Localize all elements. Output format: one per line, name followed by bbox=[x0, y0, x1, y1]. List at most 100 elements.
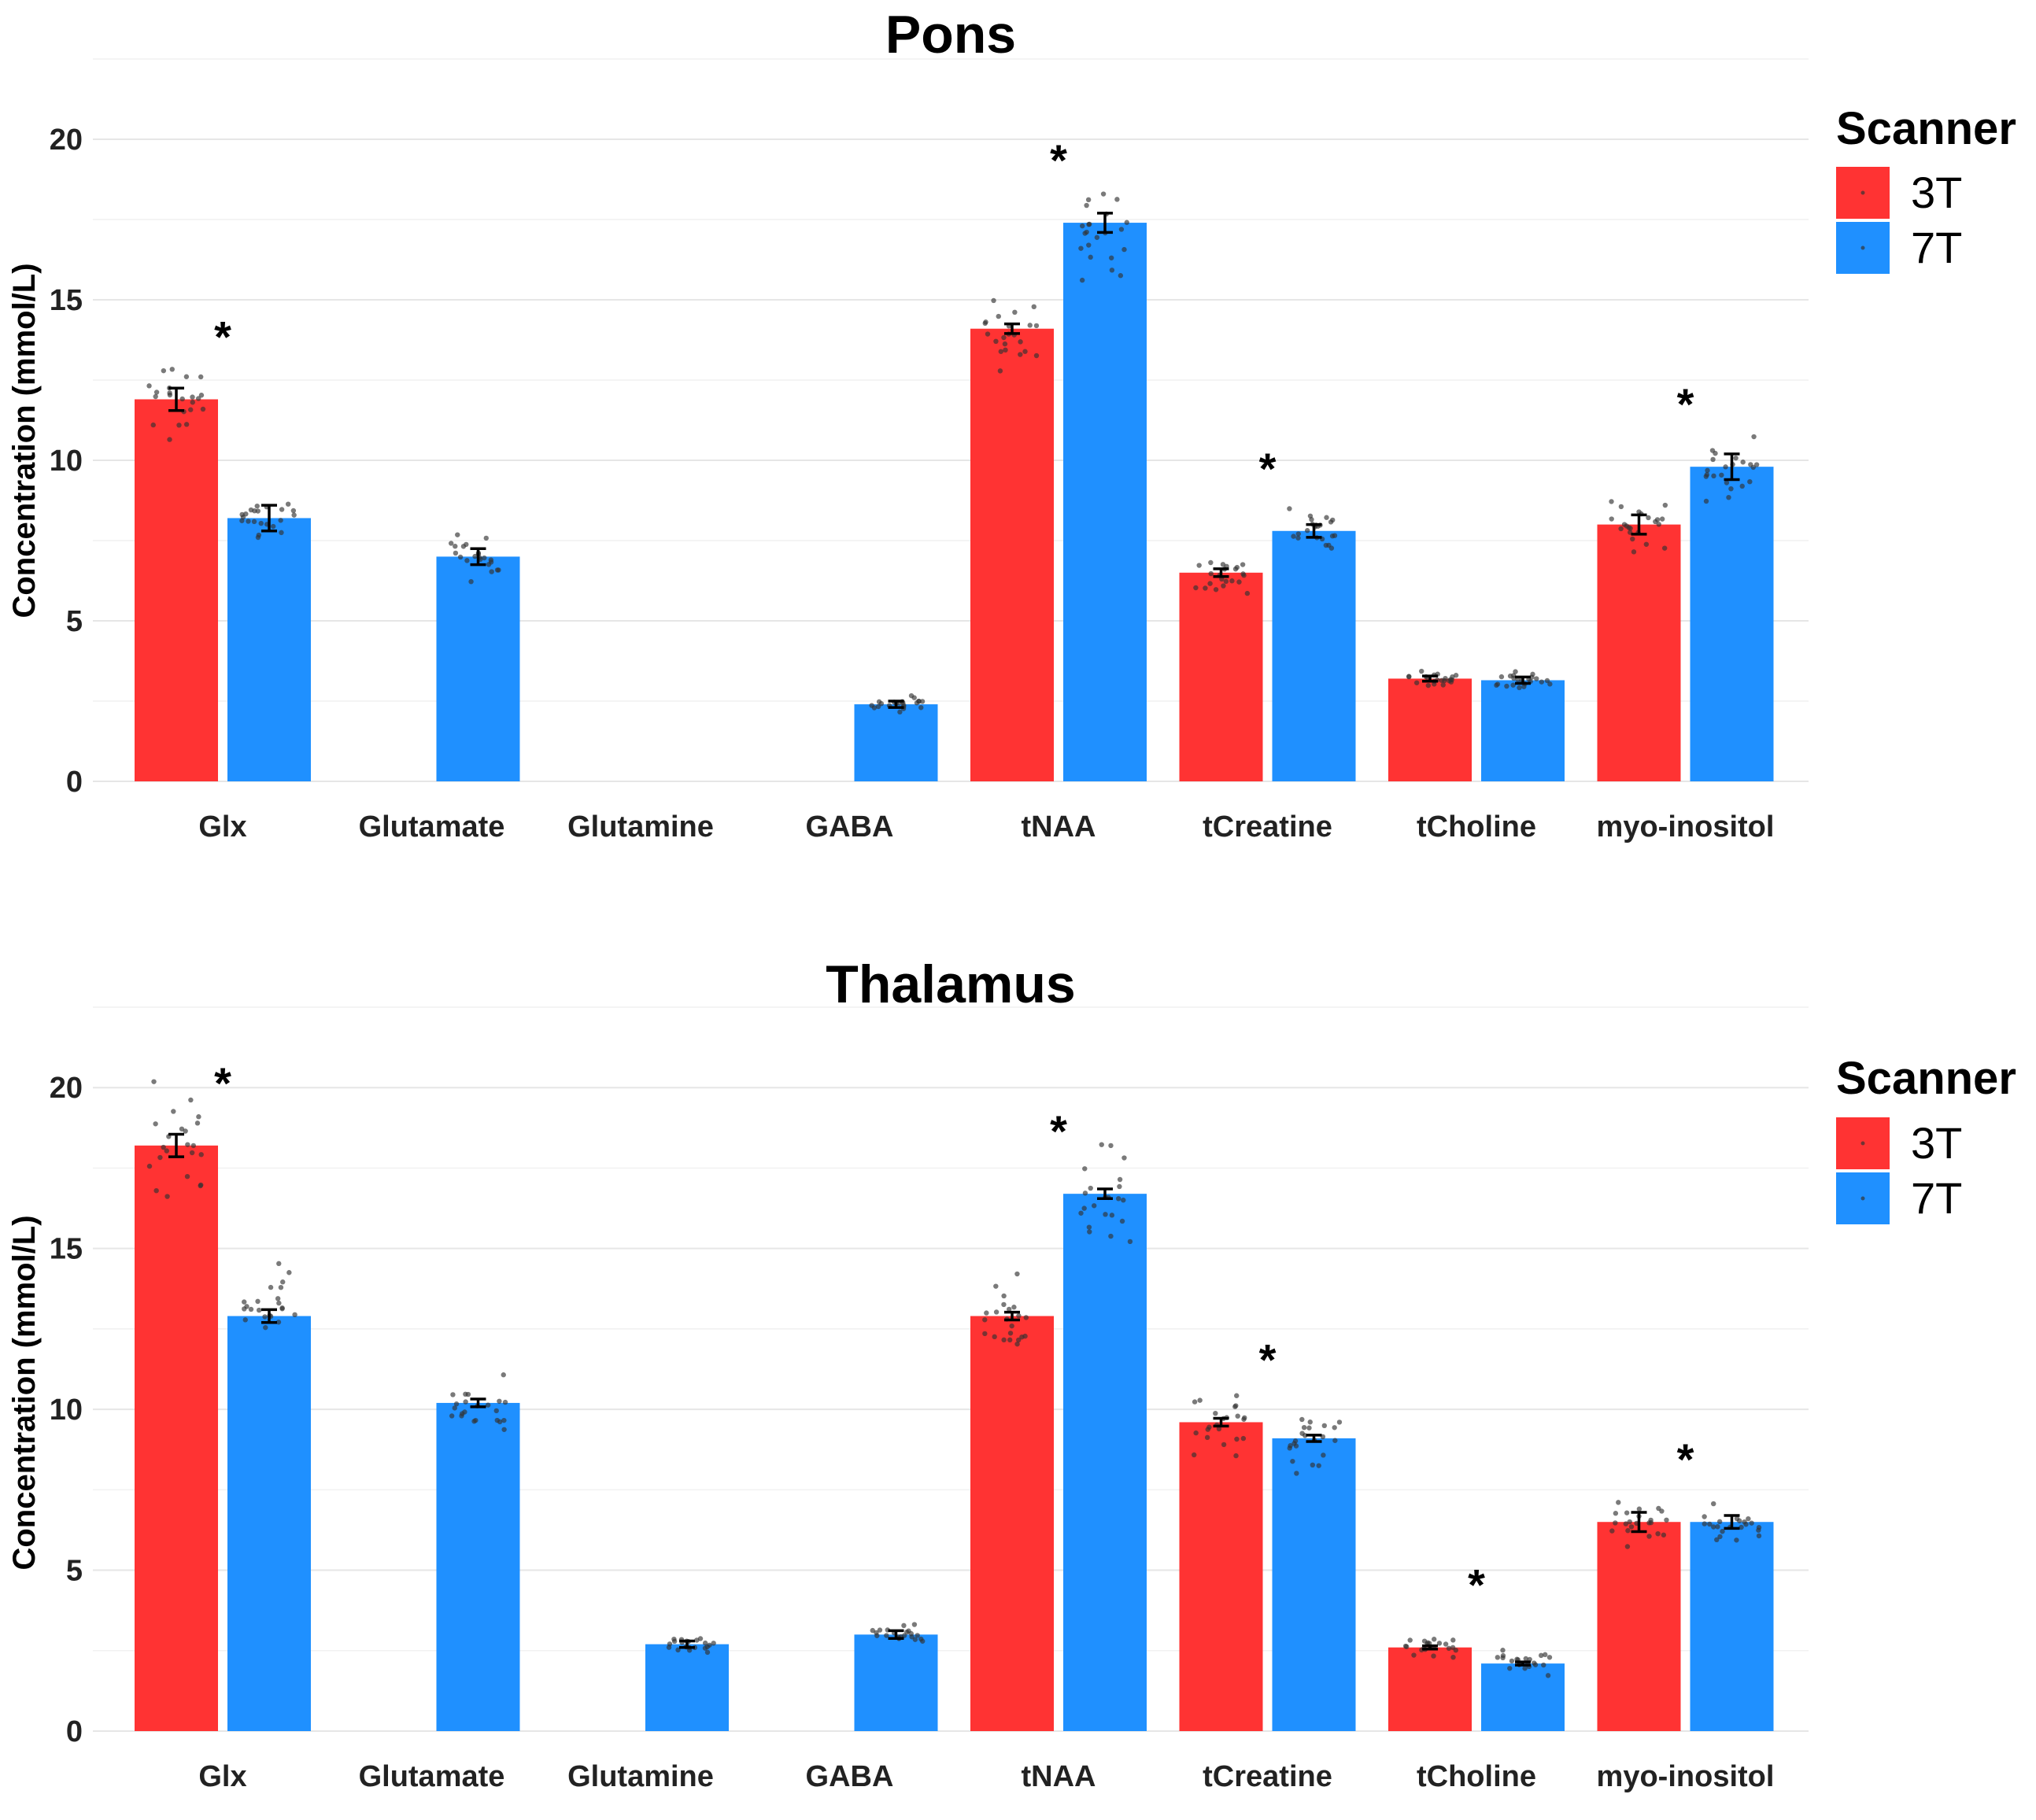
data-point bbox=[1703, 498, 1709, 504]
data-point bbox=[1714, 1537, 1720, 1543]
data-point bbox=[1294, 1471, 1299, 1476]
data-point bbox=[239, 518, 245, 523]
data-point bbox=[493, 1408, 499, 1414]
bar-7t-myo-inositol bbox=[1690, 467, 1774, 781]
data-point bbox=[1084, 202, 1089, 209]
data-point bbox=[1406, 674, 1412, 680]
data-point bbox=[1332, 1425, 1337, 1431]
points-7t-gaba bbox=[869, 692, 926, 715]
data-point bbox=[878, 700, 885, 707]
y-tick-label: 5 bbox=[66, 605, 83, 638]
bar-7t-tcreatine bbox=[1272, 530, 1356, 781]
data-point bbox=[1081, 1205, 1087, 1211]
data-point bbox=[1544, 677, 1550, 684]
data-point bbox=[189, 1150, 195, 1156]
data-point bbox=[1453, 1648, 1458, 1653]
data-point bbox=[244, 1304, 249, 1309]
data-point bbox=[184, 1173, 190, 1179]
points-7t-tcreatine bbox=[1287, 1416, 1343, 1476]
data-point bbox=[1659, 516, 1665, 522]
data-point bbox=[1011, 1305, 1017, 1310]
data-point bbox=[1213, 1410, 1218, 1416]
bar-3t-tcreatine bbox=[1179, 572, 1263, 781]
data-point bbox=[912, 1637, 918, 1642]
data-point bbox=[501, 1372, 506, 1378]
data-point bbox=[1630, 536, 1635, 542]
x-tick-label: Glutamine bbox=[567, 810, 714, 844]
data-point bbox=[1117, 1183, 1122, 1190]
data-point bbox=[1216, 1426, 1222, 1432]
data-point bbox=[1662, 502, 1668, 508]
data-point bbox=[1085, 197, 1092, 203]
data-point bbox=[1734, 1515, 1740, 1522]
data-point bbox=[276, 1300, 282, 1306]
data-point bbox=[161, 1144, 166, 1150]
error-bar-3t-tnaa bbox=[1004, 322, 1020, 335]
data-point bbox=[1746, 1515, 1751, 1522]
data-point bbox=[1716, 1519, 1723, 1525]
data-point bbox=[915, 1633, 920, 1638]
data-point bbox=[157, 1154, 163, 1161]
x-tick-label: GABA bbox=[806, 810, 894, 844]
data-point bbox=[455, 532, 460, 537]
data-point bbox=[1711, 1501, 1716, 1507]
data-point bbox=[1082, 1166, 1088, 1172]
bar-7t-myo-inositol bbox=[1690, 1522, 1774, 1731]
data-point bbox=[1513, 669, 1518, 674]
data-point bbox=[671, 1638, 678, 1645]
data-point bbox=[1088, 254, 1093, 260]
data-point bbox=[1507, 673, 1513, 679]
data-point bbox=[482, 555, 487, 561]
data-point bbox=[256, 1307, 262, 1313]
data-point bbox=[1328, 545, 1335, 551]
chart-panel-thalamus: Thalamus 0 5 10 15 20 Concentration (mmol/L) Gl… bbox=[7, 954, 2016, 1793]
y-tick-label: 15 bbox=[50, 1233, 83, 1266]
data-point bbox=[452, 1405, 457, 1411]
data-point bbox=[991, 297, 996, 304]
data-point bbox=[1117, 1176, 1123, 1183]
y-axis-label: Concentration (mmol/L) bbox=[7, 263, 42, 618]
error-bar-3t-tcholine bbox=[1422, 674, 1438, 683]
data-point bbox=[280, 1279, 286, 1285]
bar-7t-tnaa bbox=[1063, 223, 1147, 782]
error-bar-3t-tnaa bbox=[1004, 1310, 1020, 1322]
data-point bbox=[704, 1644, 710, 1650]
data-point bbox=[248, 1306, 254, 1312]
data-point bbox=[1109, 255, 1114, 260]
data-point bbox=[918, 705, 924, 711]
data-point bbox=[1450, 1637, 1456, 1643]
data-point bbox=[167, 437, 172, 442]
data-point bbox=[1498, 674, 1505, 680]
data-point bbox=[463, 1399, 468, 1405]
data-point bbox=[198, 374, 204, 380]
data-point bbox=[884, 1633, 889, 1638]
data-point bbox=[1191, 1452, 1197, 1458]
data-point bbox=[1431, 1653, 1436, 1659]
data-point bbox=[1316, 1463, 1321, 1468]
error-bar-7t-tcholine bbox=[1515, 1660, 1531, 1667]
data-point bbox=[1207, 581, 1213, 586]
data-point bbox=[1664, 1517, 1669, 1523]
data-point bbox=[1643, 541, 1650, 547]
data-point bbox=[1193, 1430, 1199, 1436]
legend-swatch-point bbox=[1860, 190, 1865, 195]
data-point bbox=[1332, 533, 1338, 538]
data-point bbox=[1413, 680, 1420, 685]
data-point bbox=[1616, 1500, 1621, 1505]
legend-label-3t: 3T bbox=[1911, 1118, 1962, 1168]
data-point bbox=[1196, 563, 1202, 568]
data-point bbox=[1742, 1519, 1747, 1525]
data-point bbox=[1541, 1662, 1546, 1668]
data-point bbox=[146, 1163, 153, 1169]
x-tick-label: tNAA bbox=[1022, 810, 1096, 844]
data-point bbox=[1713, 450, 1718, 456]
data-point bbox=[1291, 1441, 1297, 1446]
data-point bbox=[255, 508, 261, 514]
data-point bbox=[464, 558, 470, 563]
data-point bbox=[489, 569, 494, 574]
data-point bbox=[1116, 1196, 1121, 1202]
data-point bbox=[1240, 571, 1246, 577]
data-point bbox=[263, 1324, 268, 1331]
data-point bbox=[449, 1413, 455, 1419]
data-point bbox=[1213, 587, 1219, 593]
